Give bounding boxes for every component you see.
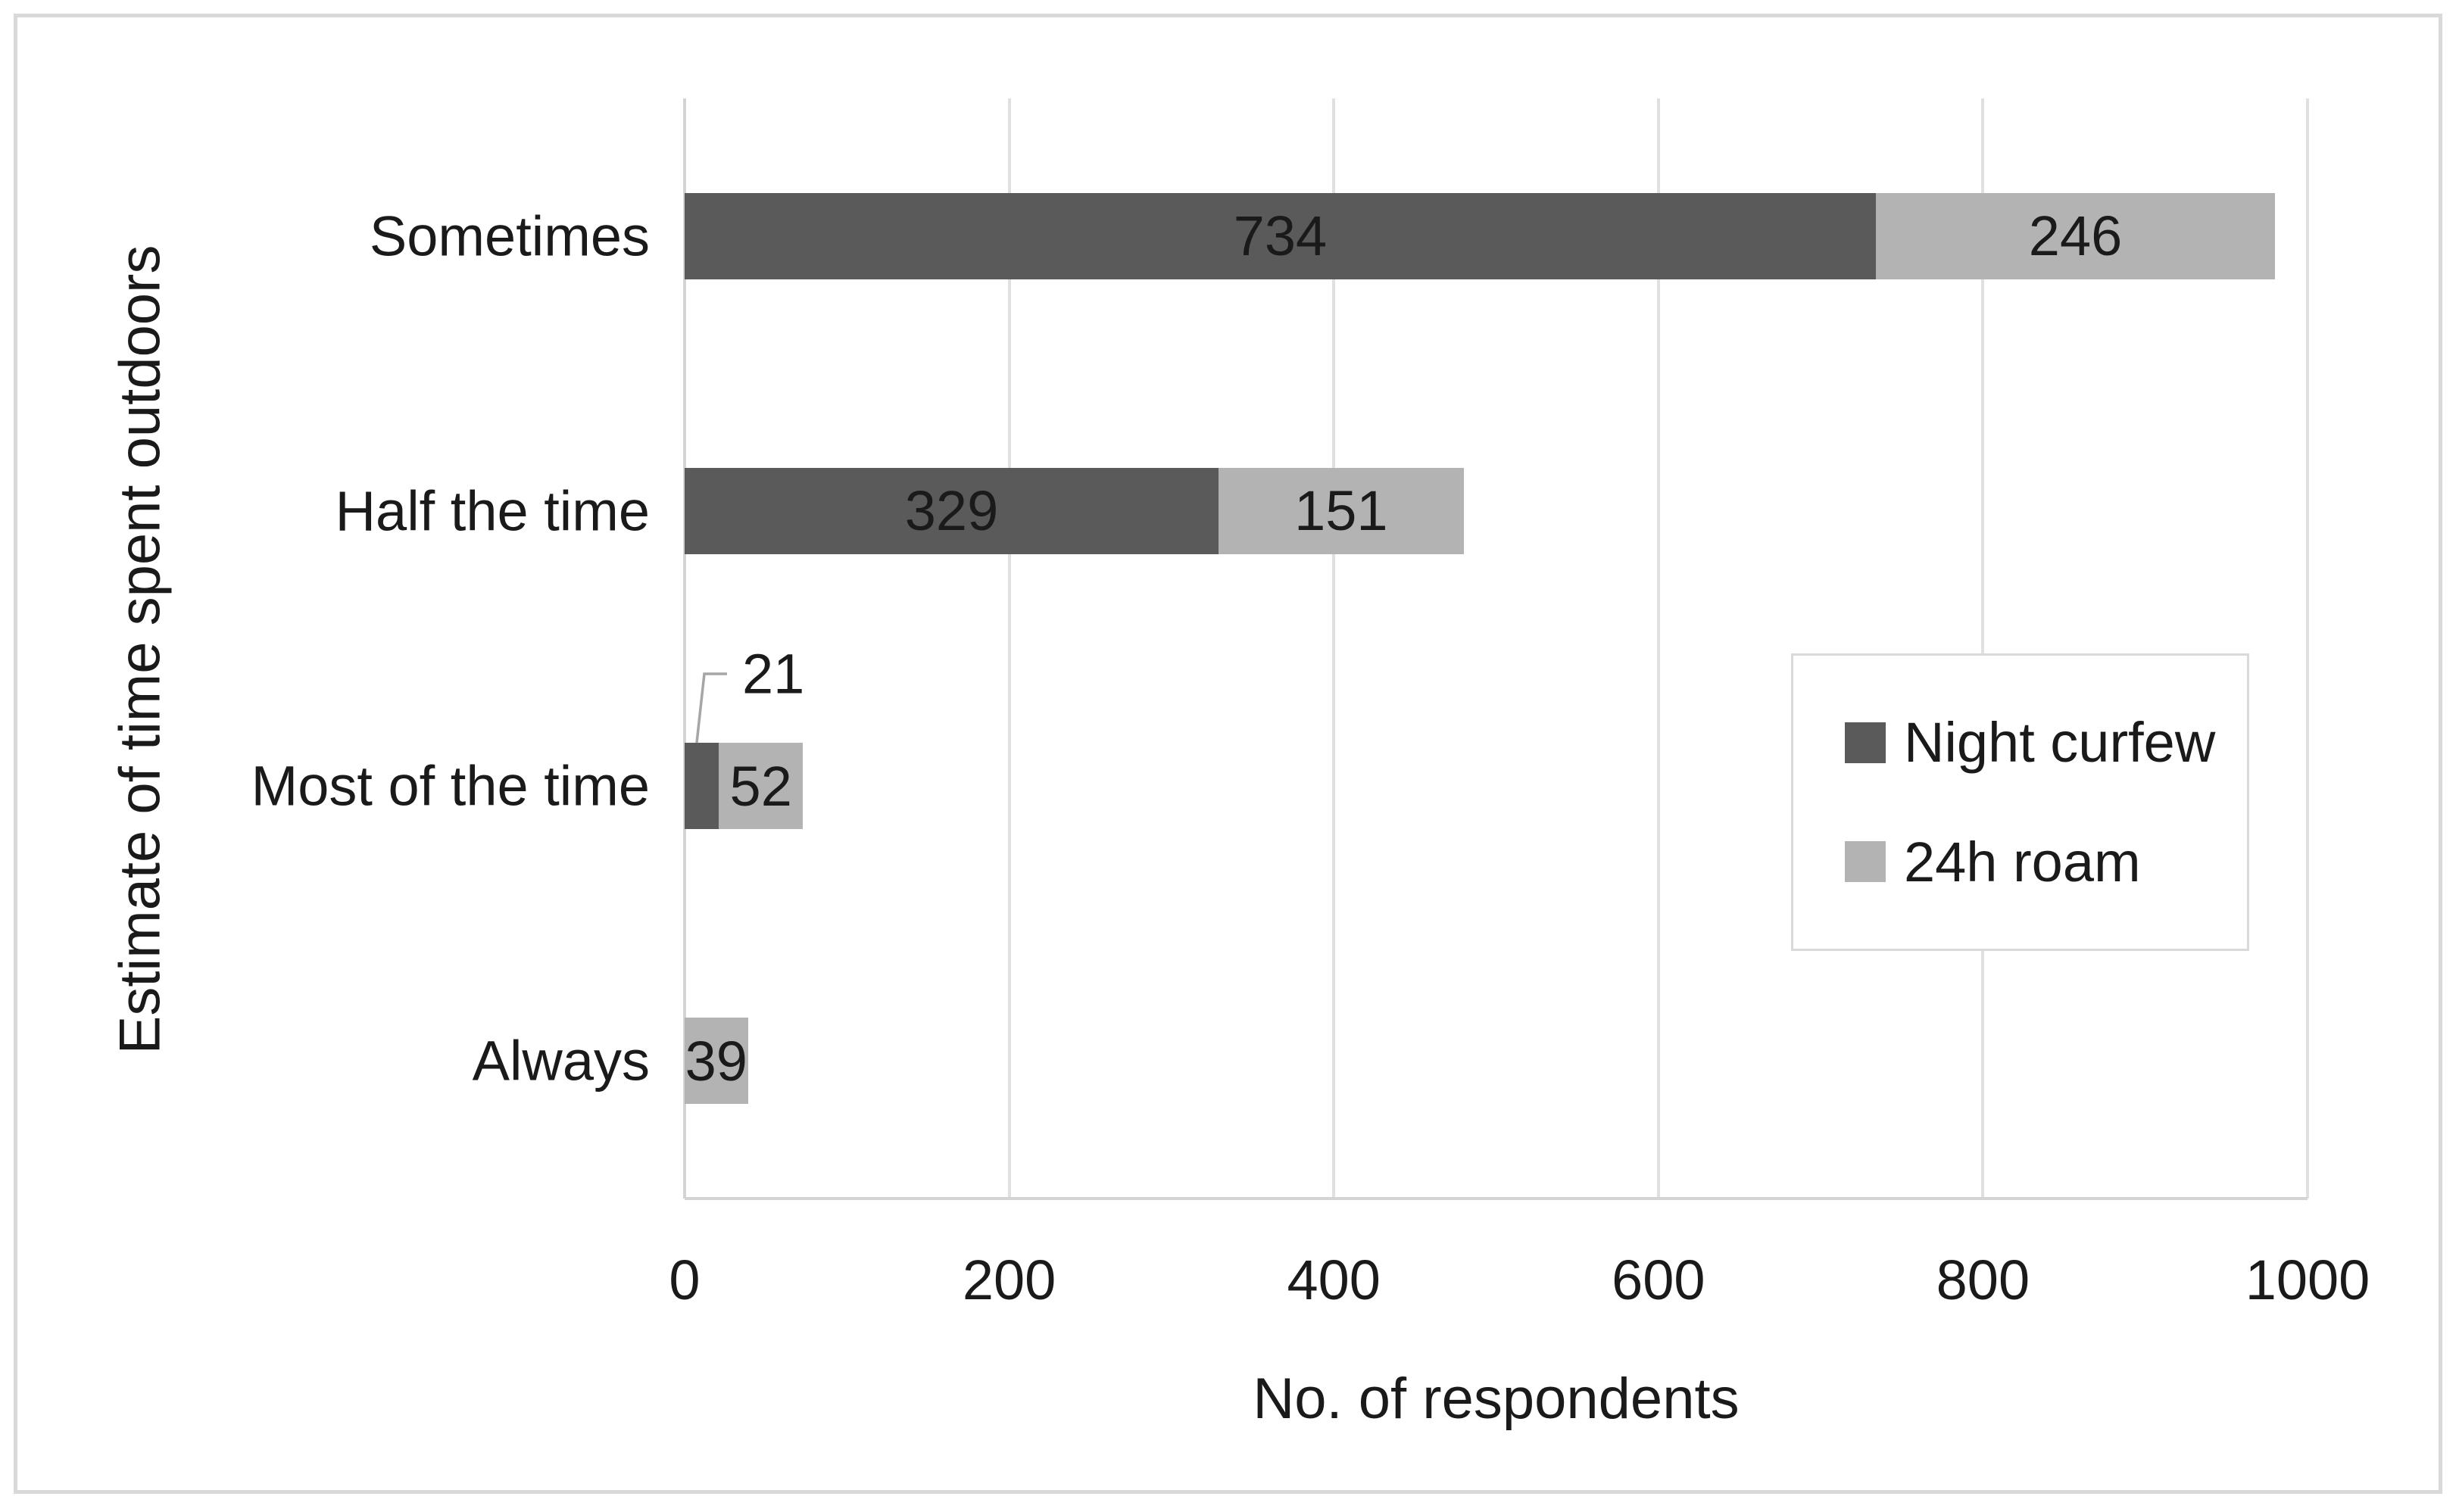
x-axis-title: No. of respondents (1253, 1367, 1740, 1431)
category-label: Most of the time (251, 754, 650, 818)
bar-segment-night-curfew: 734 (685, 192, 1876, 279)
chart-border (14, 14, 2442, 1494)
x-tick-label: 800 (1936, 1249, 2030, 1311)
category-axis-labels: Sometimes Half the time Most of the time Al… (0, 98, 650, 1199)
legend-swatch-icon (1845, 841, 1886, 883)
data-label: 52 (729, 754, 792, 818)
callout-data-label: 21 (742, 642, 805, 706)
category-label: Always (472, 1029, 650, 1093)
bar-segment-24h-roam: 151 (1219, 467, 1464, 554)
legend-item-label: 24h roam (1904, 830, 2141, 893)
gridline (1656, 98, 1660, 1199)
data-label: 39 (685, 1029, 747, 1093)
legend-item-label: Night curfew (1904, 711, 2216, 775)
x-tick-labels: 0 200 400 600 800 1000 (669, 1248, 2370, 1331)
legend: Night curfew 24h roam (1791, 653, 2249, 951)
bar-segment-night-curfew: 329 (685, 467, 1219, 554)
legend-swatch-icon (1845, 722, 1886, 763)
bar-segment-24h-roam: 52 (719, 743, 804, 830)
data-label: 151 (1294, 479, 1388, 543)
x-axis-line (685, 1197, 2308, 1200)
y-axis-line (683, 98, 686, 1199)
data-label: 734 (1233, 204, 1328, 268)
legend-item: Night curfew (1845, 710, 2247, 775)
data-label: 246 (2028, 204, 2123, 268)
x-tick-label: 400 (1287, 1249, 1381, 1311)
x-tick-label: 0 (669, 1249, 701, 1311)
gridline (1981, 98, 1985, 1199)
gridline (1007, 98, 1011, 1199)
category-label: Sometimes (369, 204, 650, 268)
plot-area: 734 246 329 151 52 39 21 (683, 98, 2309, 1200)
x-tick-label: 600 (1612, 1249, 1705, 1311)
gridline (2306, 98, 2309, 1199)
x-tick-label: 1000 (2245, 1249, 2370, 1311)
bar-segment-night-curfew (685, 743, 719, 830)
category-label: Half the time (335, 479, 650, 543)
legend-item: 24h roam (1845, 830, 2247, 894)
data-label: 329 (904, 479, 999, 543)
bar-segment-24h-roam: 39 (685, 1018, 748, 1105)
bar-segment-24h-roam: 246 (1875, 192, 2276, 279)
x-tick-label: 200 (962, 1249, 1056, 1311)
gridline (1332, 98, 1336, 1199)
